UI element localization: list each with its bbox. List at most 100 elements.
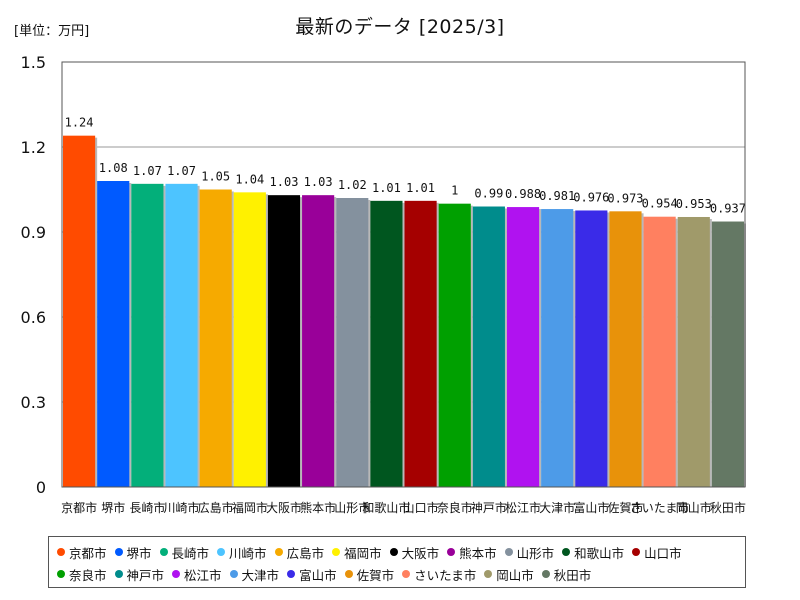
legend-label: 山形市 — [516, 545, 555, 561]
legend-swatch — [274, 548, 283, 556]
legend-item: 秋田市 — [541, 563, 591, 585]
legend-item: 京都市 — [57, 541, 107, 563]
legend-item: 堺市 — [114, 541, 152, 563]
bar — [267, 195, 301, 487]
bar-value-label: 1.04 — [235, 172, 264, 186]
bars — [63, 135, 746, 488]
legend-item: 松江市 — [172, 563, 222, 585]
legend-item: 大津市 — [229, 563, 280, 585]
y-tick-label: 0 — [36, 478, 46, 497]
legend-item: 川崎市 — [217, 541, 267, 563]
legend-label: 神戸市 — [126, 567, 165, 583]
legend-label: 福岡市 — [344, 545, 382, 561]
bar — [131, 183, 164, 488]
legend-label: 広島市 — [286, 545, 325, 561]
legend-swatch — [172, 570, 181, 578]
x-tick-label: 神戸市 — [471, 500, 507, 515]
x-tick-label: 佐賀市 — [607, 500, 643, 515]
legend-swatch — [57, 570, 65, 578]
bar-value-label: 1.05 — [201, 170, 230, 184]
bar-value-label: 0.976 — [573, 190, 609, 204]
x-tick-label: 京都市 — [61, 500, 97, 515]
x-tick-label: 川崎市 — [164, 500, 200, 515]
legend-label: 大津市 — [241, 567, 280, 583]
legend-item: 佐賀市 — [344, 563, 395, 585]
bar — [404, 200, 437, 488]
bar-value-label: 0.953 — [676, 197, 712, 211]
legend-label: 和歌山市 — [574, 545, 625, 561]
bar-value-label: 0.973 — [607, 191, 643, 205]
x-tick-label: 奈良市 — [437, 500, 473, 515]
x-tick-label: 山口市 — [403, 500, 439, 515]
legend-item: 岡山市 — [484, 563, 534, 585]
legend-label: 岡山市 — [496, 567, 534, 583]
bar-value-label: 1.08 — [99, 161, 128, 175]
x-tick-label: 熊本市 — [300, 500, 336, 515]
bar — [336, 198, 369, 487]
x-tick-label: 大阪市 — [266, 500, 302, 515]
legend-item: 神戸市 — [114, 563, 165, 585]
value-labels: 1.24 1.08 1.07 1.07 1.05 1.04 1.03 1.03 1.02 1.01… — [65, 116, 746, 216]
bar-value-label: 1.24 — [65, 116, 94, 130]
bar-value-label: 0.99 — [474, 187, 503, 201]
bar-value-label: 1.07 — [167, 164, 196, 178]
legend-item: 富山市 — [287, 563, 337, 585]
legend-label: 熊本市 — [459, 545, 497, 561]
bar — [643, 216, 676, 487]
legend-item: 福岡市 — [332, 541, 382, 563]
bar-value-label: 1.03 — [304, 175, 333, 189]
legend-label: 大阪市 — [401, 545, 440, 561]
y-tick-label: 1.2 — [21, 138, 46, 157]
unit-label: [単位：万円] — [14, 24, 90, 39]
bar — [609, 211, 642, 488]
bar — [541, 209, 574, 488]
y-tick-label: 0.3 — [21, 393, 46, 412]
bar-value-label: 1 — [451, 184, 458, 198]
x-tick-label: 山形市 — [334, 500, 370, 515]
bar-value-label: 1.02 — [338, 178, 367, 192]
y-axis-ticks: 0 0.3 0.6 0.9 1.2 1.5 — [21, 53, 46, 497]
y-tick-label: 0.6 — [21, 308, 46, 327]
bar — [199, 189, 232, 487]
bar-value-label: 1.01 — [372, 181, 401, 195]
bar-value-label: 0.981 — [539, 189, 575, 203]
legend-swatch — [484, 570, 493, 578]
legend-swatch — [114, 548, 123, 556]
legend-item: 山形市 — [504, 541, 555, 563]
x-tick-label: 秋田市 — [710, 500, 746, 515]
x-tick-label: さいたま市 — [630, 500, 690, 515]
bar — [506, 207, 540, 488]
legend-label: 堺市 — [126, 545, 152, 561]
bar-value-label: 0.937 — [710, 202, 746, 216]
y-tick-label: 1.5 — [21, 53, 46, 72]
bar — [711, 221, 744, 487]
legend-swatch — [344, 570, 353, 578]
legend-label: 京都市 — [69, 545, 107, 561]
legend-swatch — [57, 548, 65, 556]
bar-value-label: 1.07 — [133, 164, 162, 178]
legend-swatch — [159, 548, 168, 556]
bar — [97, 181, 130, 487]
legend-swatch — [562, 548, 571, 556]
legend-label: 佐賀市 — [356, 567, 395, 583]
legend-label: 松江市 — [184, 567, 222, 583]
x-tick-label: 富山市 — [573, 500, 609, 515]
y-tick-label: 0.9 — [21, 223, 46, 242]
legend-label: 奈良市 — [69, 567, 107, 583]
legend: 京都市 堺市 長崎市 川崎市 広島市 福岡市 大阪市 熊本市 山形市 和歌山市 山口市 奈良市 神戸市 松… — [48, 536, 746, 588]
x-tick-label: 大津市 — [539, 500, 575, 515]
legend-swatch — [229, 570, 238, 578]
x-tick-label: 和歌山市 — [362, 500, 410, 515]
bar — [165, 183, 198, 488]
bar-value-label: 1.03 — [270, 175, 299, 189]
legend-swatch — [402, 570, 411, 578]
legend-swatch — [217, 548, 226, 556]
legend-item: 山口市 — [632, 541, 682, 563]
legend-swatch — [389, 548, 398, 556]
bar — [472, 206, 505, 487]
legend-item: さいたま市 — [402, 563, 476, 585]
plot-frame — [61, 61, 746, 488]
legend-swatch — [332, 548, 341, 556]
x-axis-ticks: 京都市 堺市 長崎市川崎市広島市福岡市大阪市熊本市山形市和歌山市山口市奈良市神戸市松… — [61, 500, 746, 515]
bar — [370, 200, 403, 488]
